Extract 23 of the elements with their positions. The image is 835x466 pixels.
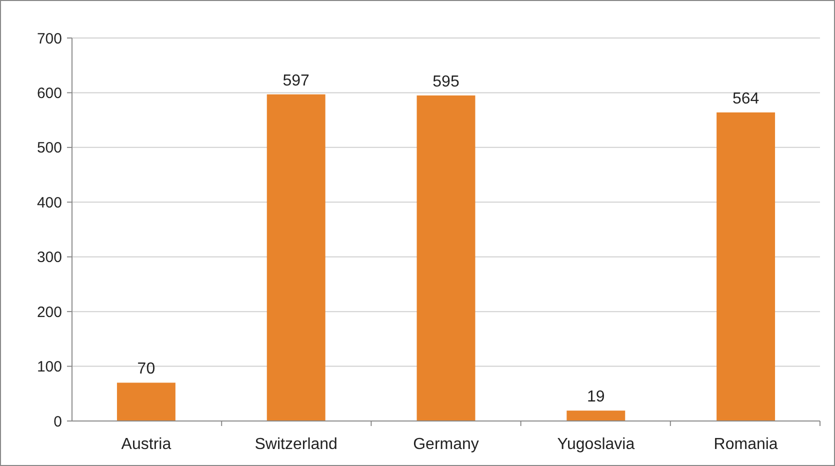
data-label: 564 xyxy=(732,90,760,108)
data-label: 19 xyxy=(587,388,605,406)
bar xyxy=(116,382,176,421)
x-tick-label: Germany xyxy=(413,436,479,453)
bar xyxy=(416,95,476,421)
x-tick-label: Switzerland xyxy=(254,436,338,453)
y-tick-label: 600 xyxy=(36,84,62,102)
x-tick-label: Romania xyxy=(714,436,778,453)
y-tick-label: 100 xyxy=(36,358,62,376)
data-label: 597 xyxy=(282,72,310,90)
x-tick-label: Yugoslavia xyxy=(557,436,635,453)
data-label: 70 xyxy=(137,360,156,378)
bar xyxy=(716,112,776,421)
bar xyxy=(266,94,326,421)
y-tick-label: 0 xyxy=(54,413,62,430)
y-tick-label: 700 xyxy=(36,30,62,48)
x-tick-label: Austria xyxy=(121,436,172,453)
data-label: 595 xyxy=(432,73,460,90)
y-tick-label: 300 xyxy=(36,249,62,266)
y-tick-label: 400 xyxy=(36,194,62,212)
y-tick-label: 500 xyxy=(36,140,62,157)
bar xyxy=(566,410,626,421)
y-tick-label: 200 xyxy=(36,304,62,321)
